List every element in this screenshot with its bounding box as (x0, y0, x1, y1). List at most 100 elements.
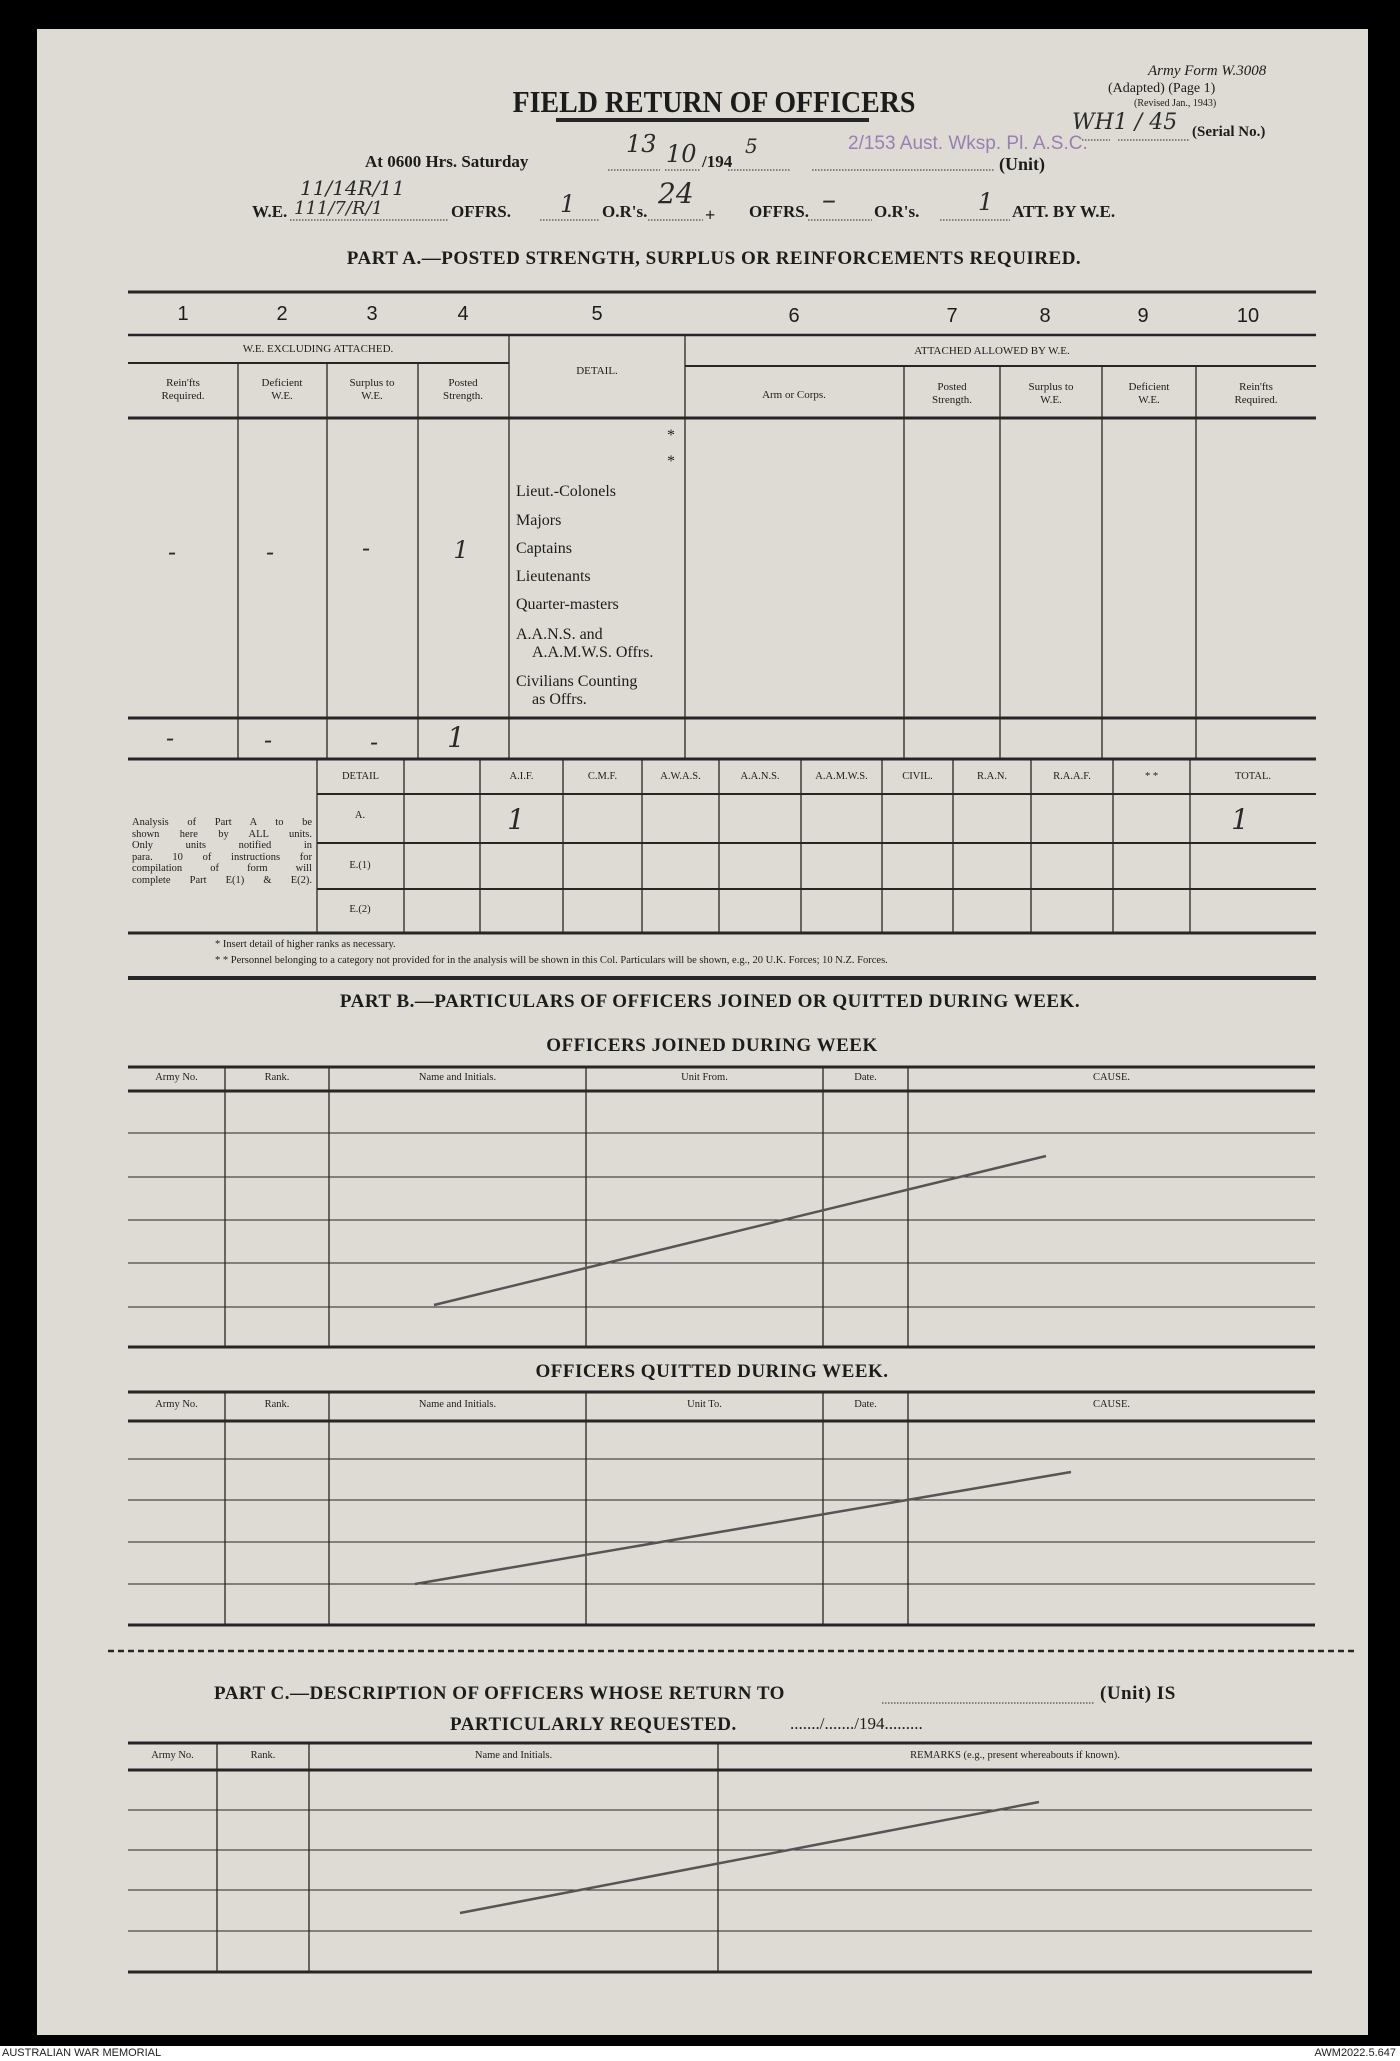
analysis-row-label: A. (354, 810, 366, 821)
at-label: At 0600 Hrs. Saturday (365, 152, 529, 171)
ors2-value[interactable]: 1 (978, 188, 994, 216)
joined-heading: OFFICERS JOINED DURING WEEK (546, 1035, 878, 1056)
part-c-heading-line2: PARTICULARLY REQUESTED. (450, 1714, 737, 1735)
analysis-note-line: shown here by ALL units. (132, 828, 312, 840)
joined-strike-through (433, 1154, 1047, 1307)
sub-header: Arm or Corps. (762, 389, 826, 401)
analysis-total-a[interactable]: 1 (1231, 803, 1249, 836)
joined-col-header: Name and Initials. (418, 1072, 497, 1083)
form-adapted: (Adapted) (Page 1) (1108, 81, 1216, 96)
detail-row-label: * (667, 453, 675, 470)
analysis-row-label: E.(1) (349, 860, 371, 871)
joined-col-header: Date. (854, 1072, 877, 1083)
analysis-header: DETAIL (341, 771, 380, 782)
detail-row-label: A.A.M.W.S. Offrs. (532, 644, 654, 661)
form-title: FIELD RETURN OF OFFICERS (512, 84, 916, 119)
part-c-col-header: Rank. (250, 1750, 276, 1761)
quitted-col-header: Name and Initials. (418, 1399, 497, 1410)
col-number: 9 (1137, 305, 1149, 327)
sub-header: Strength. (931, 394, 973, 406)
we-value[interactable]: 111/7/R/1 (294, 198, 384, 219)
sub-header: Rein'fts (166, 377, 200, 389)
quitted-col-header: CAUSE. (1092, 1399, 1131, 1410)
serial-value[interactable]: WH1 / 45 (1072, 110, 1178, 135)
total-value[interactable]: - (165, 724, 175, 752)
part-c-unit-label: (Unit) IS (1100, 1683, 1176, 1704)
analysis-header: * * (1144, 771, 1159, 782)
analysis-header: CIVIL. (902, 771, 933, 782)
detail-row-label: Quarter-masters (516, 596, 619, 613)
analysis-note-line: compilation of form will (132, 863, 312, 874)
we-label: W.E. (252, 202, 288, 221)
detail-row-label: Captains (516, 540, 572, 557)
analysis-header: R.A.A.F. (1053, 771, 1091, 782)
plus-sign: + (705, 205, 716, 225)
quitted-col-header: Unit To. (687, 1399, 722, 1410)
analysis-aif-a[interactable]: 1 (507, 803, 525, 836)
form-number: Army Form W.3008 (1148, 63, 1267, 79)
body-value[interactable]: - (167, 538, 177, 566)
analysis-header: C.M.F. (587, 771, 618, 782)
part-c-date[interactable]: ......./......./194......... (790, 1714, 923, 1733)
sub-header: W.E. (1040, 394, 1062, 406)
total-value[interactable]: 1 (447, 721, 465, 754)
sub-header: Strength. (442, 390, 484, 402)
joined-col-header: CAUSE. (1092, 1072, 1131, 1083)
quitted-col-header: Rank. (264, 1399, 290, 1410)
col-number: 8 (1039, 305, 1051, 327)
footer: AUSTRALIAN WAR MEMORIAL AWM2022.5.647 (0, 2046, 1400, 2061)
footer-right: AWM2022.5.647 (1314, 2047, 1396, 2059)
col-number: 10 (1236, 305, 1260, 327)
att-label: ATT. BY W.E. (1012, 202, 1116, 221)
analysis-header: TOTAL. (1234, 771, 1272, 782)
group-we-header: W.E. EXCLUDING ATTACHED. (242, 343, 394, 355)
body-value[interactable]: - (265, 538, 275, 566)
sub-header: W.E. (271, 390, 293, 402)
detail-row-label: Civilians Counting (516, 673, 638, 690)
ors-label: O.R's. (602, 202, 648, 221)
unit-stamp: 2/153 Aust. Wksp. Pl. A.S.C. (848, 133, 1088, 154)
part-c-col-header: REMARKS (e.g., present whereabouts if kn… (910, 1750, 1120, 1761)
total-value[interactable]: - (369, 728, 379, 756)
col-number: 6 (788, 305, 800, 327)
sub-header: Required. (161, 390, 205, 402)
quitted-strike-through (414, 1470, 1072, 1586)
col-number: 5 (591, 303, 603, 325)
body-value[interactable]: 1 (453, 536, 469, 564)
sub-header: Rein'fts (1239, 381, 1273, 393)
sub-header: W.E. (361, 390, 383, 402)
analysis-header: R.A.N. (976, 771, 1008, 782)
analysis-header: A.A.N.S. (740, 771, 780, 782)
date-year-prefix: /194 (702, 152, 733, 171)
footnote-1: * Insert detail of higher ranks as neces… (215, 939, 396, 950)
analysis-row-label: E.(2) (349, 904, 371, 915)
analysis-note-line: Analysis of Part A to be (132, 817, 312, 828)
detail-row-label: A.A.N.S. and (516, 626, 603, 643)
detail-header: DETAIL. (576, 365, 618, 377)
offrs-label: OFFRS. (451, 202, 511, 221)
body-value[interactable]: - (361, 534, 371, 562)
ors-value[interactable]: 24 (658, 177, 694, 210)
we-value-above: 11/14R/11 (300, 176, 405, 200)
joined-col-header: Unit From. (681, 1072, 728, 1083)
form-revised: (Revised Jan., 1943) (1134, 98, 1217, 109)
date-year-suffix[interactable]: 5 (745, 134, 758, 158)
col-number: 4 (457, 303, 469, 325)
part-c-col-header: Name and Initials. (474, 1750, 553, 1761)
sub-header: Surplus to (1028, 381, 1074, 393)
unit-label: (Unit) (999, 154, 1045, 174)
offrs2-label: OFFRS. (749, 202, 809, 221)
offrs-value[interactable]: 1 (560, 190, 576, 218)
offrs2-value[interactable]: – (822, 183, 836, 216)
col-number: 3 (366, 303, 378, 325)
total-value[interactable]: - (263, 726, 273, 754)
col-number: 7 (946, 305, 958, 327)
sub-header: Deficient (1128, 381, 1170, 393)
footnote-2: * * Personnel belonging to a category no… (215, 955, 888, 966)
date-month[interactable]: 10 (666, 140, 697, 168)
part-c-heading-line1: PART C.—DESCRIPTION OF OFFICERS WHOSE RE… (214, 1683, 785, 1704)
serial-label: (Serial No.) (1192, 124, 1266, 140)
date-day[interactable]: 13 (626, 130, 657, 158)
quitted-heading: OFFICERS QUITTED DURING WEEK. (535, 1361, 889, 1382)
detail-row-label: Lieutenants (516, 568, 591, 585)
